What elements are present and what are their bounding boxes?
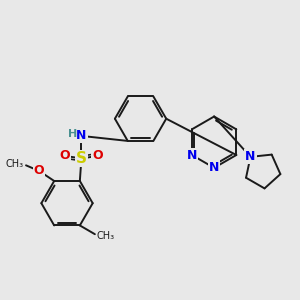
Text: CH₃: CH₃ xyxy=(5,159,23,169)
Text: N: N xyxy=(245,150,256,164)
Text: N: N xyxy=(209,161,219,174)
Text: H: H xyxy=(68,129,77,139)
Text: N: N xyxy=(187,148,197,161)
Text: O: O xyxy=(92,149,103,162)
Text: O: O xyxy=(60,149,70,162)
Text: O: O xyxy=(34,164,44,178)
Text: N: N xyxy=(76,129,87,142)
Text: S: S xyxy=(76,151,87,166)
Text: CH₃: CH₃ xyxy=(96,231,115,241)
